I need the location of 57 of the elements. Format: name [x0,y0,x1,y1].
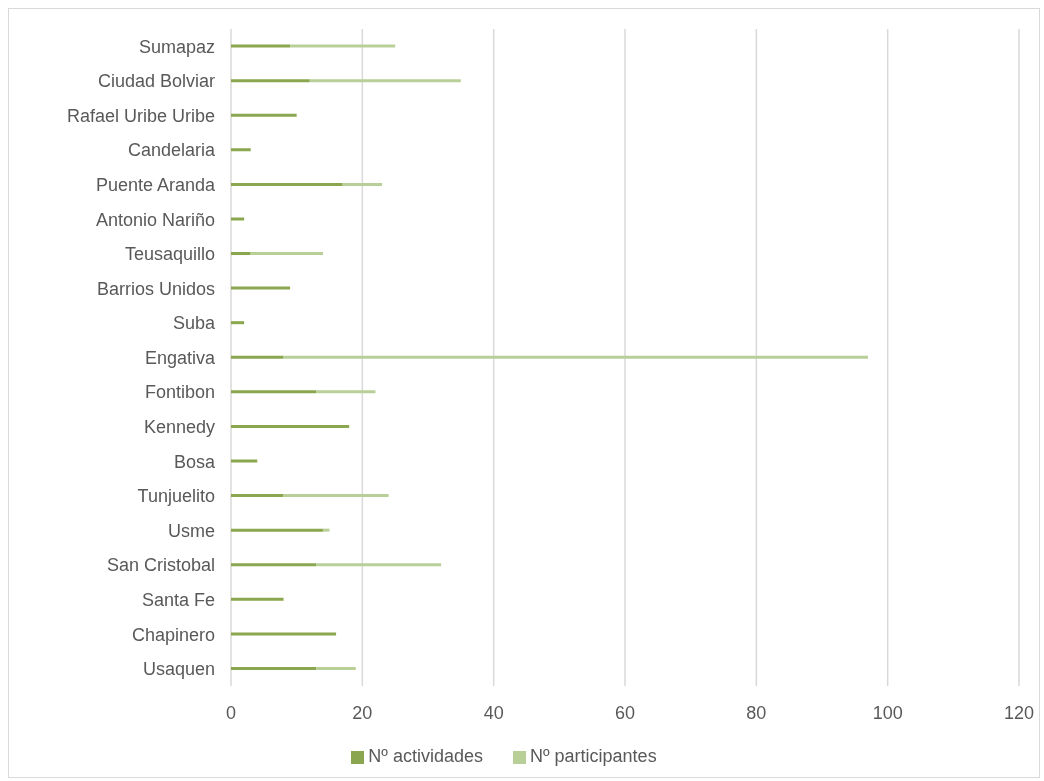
x-tick-label: 0 [225,702,237,723]
bar [231,597,284,601]
x-tick-label: 20 [352,702,373,723]
bar [231,459,258,463]
bar [290,44,396,48]
bar [231,563,317,567]
x-tick-label: 120 [1003,702,1035,723]
bar [231,252,251,256]
y-tick-label: Sumapaz [138,36,215,57]
bar [283,494,389,498]
bar [231,424,350,428]
y-tick-label: Usme [167,520,215,541]
bar [316,666,356,670]
y-tick-label: Barrios Unidos [96,278,215,299]
y-tick-label: Puente Aranda [95,175,216,195]
bar [231,321,245,325]
bar [231,217,245,221]
y-tick-label: Suba [172,313,216,334]
y-tick-label: San Cristobal [106,555,215,576]
bar [231,286,291,290]
bar [322,528,330,532]
bar [231,113,297,117]
y-tick-label: Bosa [173,451,216,472]
legend-label: Nº participantes [530,746,657,766]
bar [231,528,323,532]
x-tick-label: 80 [746,702,767,723]
bar [231,666,317,670]
bar [231,79,310,83]
bar [231,390,317,394]
bar [231,148,251,152]
legend-label: Nº actividades [368,746,483,766]
y-tick-label: Ciudad Bolviar [97,71,215,92]
bar [231,44,291,48]
bar [342,182,383,186]
x-tick-label: 100 [872,702,903,723]
bar [231,182,343,186]
bar [316,563,442,567]
y-tick-label: Antonio Nariño [95,209,215,230]
y-tick-label: Usaquen [142,659,215,680]
y-tick-label: Rafael Uribe Uribe [66,105,215,126]
bar [250,252,323,256]
y-tick-label: Chapinero [131,624,215,645]
bar [231,355,284,359]
bar [309,79,461,83]
y-tick-label: Teusaquillo [124,244,215,265]
y-tick-label: Santa Fe [141,589,215,610]
bar [231,494,284,498]
y-tick-label: Engativa [144,347,216,368]
y-tick-label: Fontibon [144,382,215,403]
bar [283,355,868,359]
y-tick-label: Kennedy [143,417,215,438]
bar [231,632,337,636]
x-tick-label: 60 [614,702,636,723]
y-tick-label: Candelaria [127,140,216,161]
bar [316,390,376,394]
x-tick-label: 40 [483,702,504,723]
y-tick-label: Tunjuelito [137,486,215,507]
